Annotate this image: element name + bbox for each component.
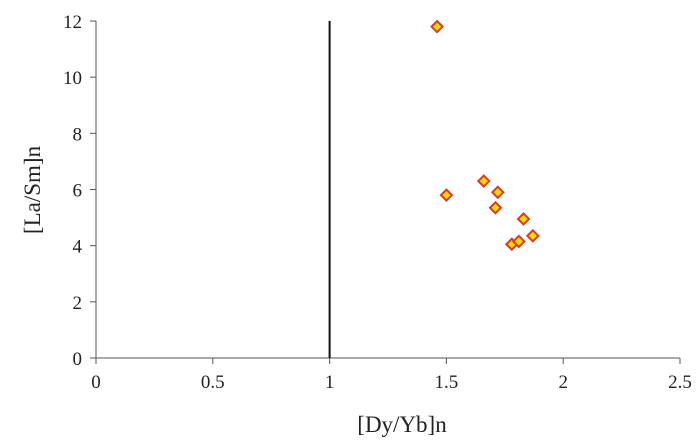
x-axis-title: [Dy/Yb]n: [357, 412, 447, 437]
y-tick-label: 10: [63, 68, 82, 89]
x-tick-label: 0: [91, 372, 101, 393]
y-tick-label: 8: [73, 124, 83, 145]
y-tick-label: 0: [73, 349, 83, 370]
data-point: [525, 228, 540, 243]
y-tick-label: 6: [73, 181, 83, 202]
y-tick-labels: 0 2 4 6 8 10 12: [63, 12, 83, 370]
plot-area: [90, 20, 681, 364]
x-tick-label: 2.5: [668, 372, 692, 393]
data-point: [516, 212, 531, 226]
y-axis-title: [La/Sm]n: [20, 145, 45, 234]
y-tick-label: 4: [73, 237, 83, 258]
data-point: [476, 174, 491, 188]
y-tick-label: 12: [63, 12, 82, 33]
x-tick-label: 1: [325, 372, 335, 393]
data-point: [490, 185, 505, 200]
x-tick-label: 1.5: [435, 372, 459, 393]
x-tick-labels: 0 0.5 1 1.5 2 2.5: [91, 372, 692, 393]
data-point: [511, 234, 526, 249]
data-point: [488, 200, 503, 215]
data-points: [430, 19, 540, 252]
data-point: [439, 188, 454, 203]
data-point: [430, 19, 444, 34]
y-tick-label: 2: [73, 293, 83, 314]
x-tick-label: 0.5: [201, 372, 225, 393]
x-tick-label: 2: [558, 372, 568, 393]
